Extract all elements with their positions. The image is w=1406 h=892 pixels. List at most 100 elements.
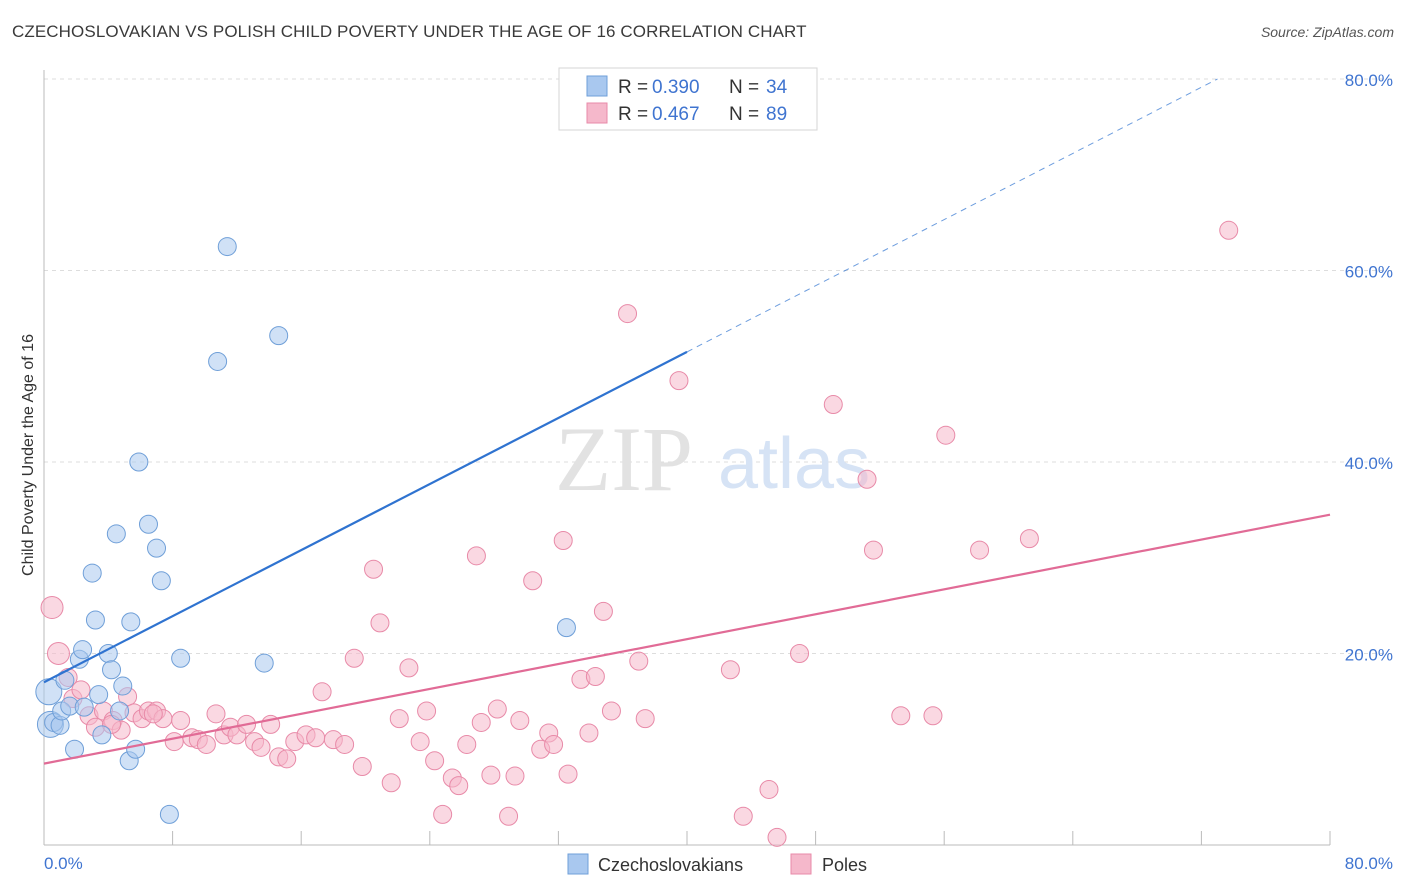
czechoslovakians-point [269,326,289,346]
poles-trendline [43,513,1331,765]
bottom-legend-swatch-poles [790,853,812,875]
x-tick-label-min: 0.0% [44,854,83,873]
czechoslovakians-point [74,697,94,717]
legend-swatch-poles [586,102,608,124]
legend-n-label-2: N = [729,104,759,125]
czechoslovakians-point [217,237,237,257]
poles-point [344,648,364,668]
chart-title: CZECHOSLOVAKIAN VS POLISH CHILD POVERTY … [12,22,807,41]
grid-layer [44,78,1393,654]
czechoslovakians-point [129,452,149,472]
y-tick-label-40: 40.0% [1345,454,1393,473]
poles-point [417,701,437,721]
legend-swatch-czechoslovakians [586,75,608,97]
poles-point [399,658,419,678]
poles-point [40,596,64,620]
legend-r-label-2: R = [618,104,648,125]
x-tick-marks [43,831,1331,845]
poles-point [669,371,689,391]
y-tick-label-20: 20.0% [1345,646,1393,665]
poles-point [790,644,810,663]
czechoslovakians-point [102,660,122,680]
poles-point [433,804,453,824]
czechoslovakians-point [121,612,141,632]
poles-point [891,706,911,726]
legend-n-value-2: 89 [766,104,787,125]
poles-point [251,737,271,757]
poles-point [863,540,883,560]
poles-point [1219,220,1239,240]
czechoslovakians-trendline-extension [686,78,1218,353]
poles-point [629,651,649,671]
poles-point [857,469,877,489]
czechoslovakians-trendline [43,350,688,684]
poles-point [1019,529,1039,549]
poles-point [381,773,401,793]
poles-point [510,711,530,731]
poles-point [389,709,409,729]
poles-point [767,827,787,847]
czechoslovakians-point [113,676,133,696]
czechoslovakians-points [35,237,576,824]
poles-point [823,395,843,415]
poles-point [370,613,390,633]
y-tick-label-80: 80.0% [1345,71,1393,90]
poles-point [457,734,477,754]
poles-point [585,666,605,686]
czechoslovakians-point [89,685,109,705]
watermark-atlas: atlas [718,424,870,504]
poles-point [364,559,384,579]
czechoslovakians-point [92,725,112,745]
czechoslovakians-point [73,640,93,660]
poles-point [635,709,655,729]
poles-point [553,531,573,551]
czechoslovakians-point [85,610,105,630]
poles-point [499,806,519,826]
poles-point [46,642,70,665]
poles-point [558,764,578,784]
poles-point [544,734,564,754]
czechoslovakians-point [147,538,167,558]
poles-point [970,540,990,560]
legend-r-value-1: 0.390 [652,77,700,98]
poles-point [171,711,191,731]
poles-point [277,749,297,769]
poles-point [579,723,599,743]
poles-point [425,751,445,771]
poles-point [352,756,372,776]
czechoslovakians-point [151,571,171,591]
chart-source: Source: ZipAtlas.com [1260,24,1394,40]
y-tick-label-60: 60.0% [1345,263,1393,282]
y-axis-label: Child Poverty Under the Age of 16 [20,334,37,576]
czechoslovakians-point [171,648,191,668]
czechoslovakians-point [159,804,179,824]
poles-point [733,806,753,826]
poles-point [335,734,355,754]
poles-point [505,766,525,786]
bottom-legend-label-czechoslovakians: Czechoslovakians [598,855,743,875]
poles-point [196,734,216,754]
poles-point [936,425,956,445]
czechoslovakians-point [126,739,146,759]
poles-point [206,704,226,724]
poles-point [720,660,740,680]
czechoslovakians-point [106,524,126,544]
poles-point [601,701,621,721]
legend-box: R = 0.390 N = 34 R = 0.467 N = 89 [558,67,818,131]
czechoslovakians-point [110,701,130,721]
y-tick-labels: 20.0% 40.0% 60.0% 80.0% [1345,71,1393,665]
poles-point [312,682,332,702]
poles-point [481,765,501,785]
watermark-zip: ZIP [555,408,693,510]
poles-points [40,220,1239,847]
poles-point [523,571,543,591]
trendlines [43,78,1331,765]
poles-point [410,732,430,752]
czechoslovakians-point [556,618,576,638]
x-tick-label-max: 80.0% [1345,854,1393,873]
poles-point [449,776,469,796]
poles-point [759,779,779,799]
poles-point [471,712,491,732]
legend-n-label-1: N = [729,77,759,98]
